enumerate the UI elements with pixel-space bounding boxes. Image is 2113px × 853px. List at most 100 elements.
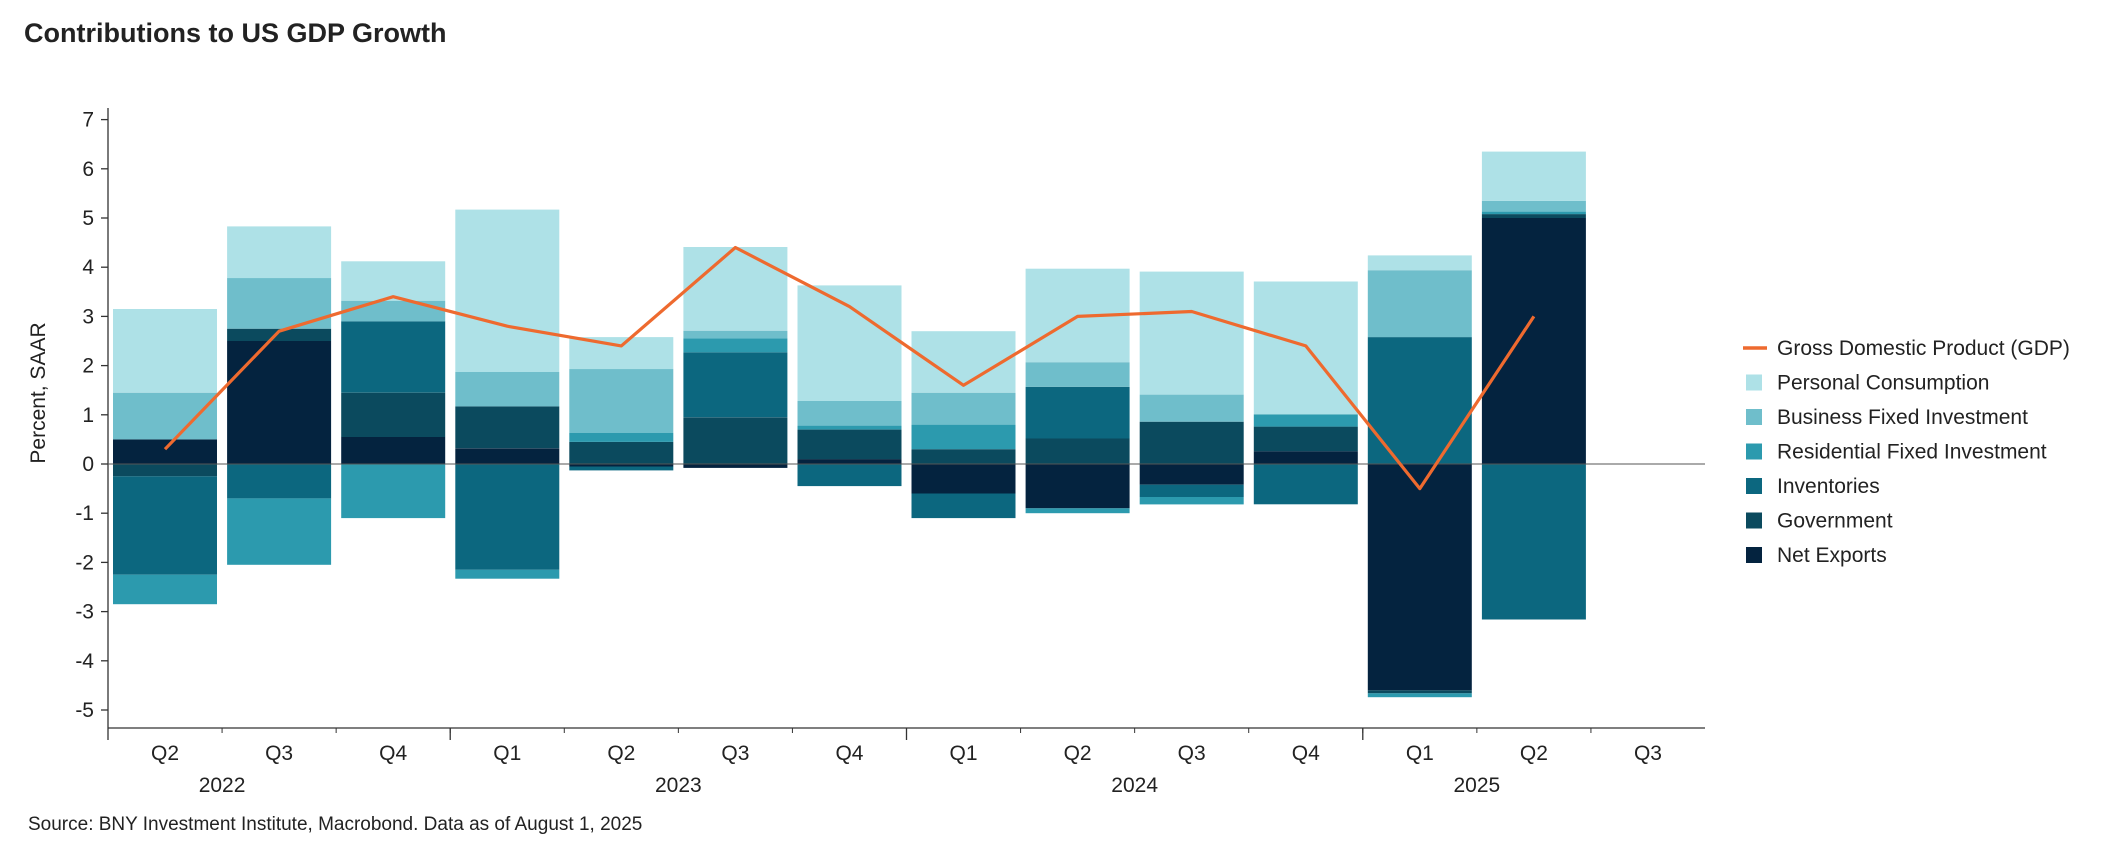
year-label: 2025 (1453, 774, 1500, 797)
bar-segment (683, 247, 788, 331)
legend-swatch (1746, 478, 1762, 494)
bar-segment (341, 464, 446, 519)
y-tick-label: 4 (82, 256, 94, 279)
legend-label: Business Fixed Investment (1777, 406, 2028, 429)
bar-segment (113, 574, 217, 605)
bar-segment (455, 406, 560, 449)
y-tick-label: 2 (82, 355, 94, 378)
bar-segment (113, 439, 217, 464)
bar-segment (455, 464, 560, 570)
bar-segment (911, 449, 1016, 464)
x-tick-label: Q3 (1178, 742, 1206, 765)
bar-segment (455, 209, 560, 372)
bar-segment (1367, 690, 1472, 694)
legend-label: Inventories (1777, 475, 1880, 498)
y-tick-label: 6 (82, 158, 94, 181)
bar-segment (455, 448, 560, 464)
y-tick-label: 3 (82, 305, 94, 328)
bar-segment (455, 569, 560, 579)
bar-segment (569, 369, 674, 433)
x-tick-label: Q3 (721, 742, 749, 765)
y-tick-label: -5 (75, 699, 94, 722)
bar-segment (1025, 464, 1130, 509)
x-tick-label: Q1 (950, 742, 978, 765)
axes-layer: -5 -4 -3 -2 -1 0 1 2 3 4 5 6 7 Percent, SAAR Q2 Q3 Q4 Q1 Q… (27, 108, 1705, 797)
y-tick-label: 5 (82, 207, 94, 230)
legend-swatch (1746, 443, 1762, 460)
bar-segment (569, 337, 674, 370)
year-label: 2022 (199, 774, 246, 797)
bar-segment (1139, 271, 1244, 395)
legend: Gross Domestic Product (GDP) Personal Con… (1743, 337, 2070, 567)
bar-segment (1367, 693, 1472, 698)
x-tick-label: Q2 (607, 742, 635, 765)
y-tick-label: -3 (75, 601, 94, 624)
bar-segment (1481, 464, 1586, 620)
source-note: Source: BNY Investment Institute, Macrob… (28, 814, 643, 835)
x-tick-label: Q2 (1064, 742, 1092, 765)
bar-segment (1025, 386, 1130, 439)
bar-segment (1253, 414, 1358, 427)
bar-segment (341, 321, 446, 393)
bar-segment (227, 328, 332, 341)
y-tick-label: -4 (75, 650, 94, 673)
y-tick-label: -2 (75, 551, 94, 574)
bar-segment (113, 309, 217, 393)
bar-segment (797, 425, 902, 430)
x-tick-label: Q1 (493, 742, 521, 765)
bar-segment (911, 464, 1016, 494)
y-tick-label: 0 (82, 453, 94, 476)
y-tick-label: 7 (82, 109, 94, 132)
bars-layer (113, 151, 1586, 698)
x-tick-label: Q2 (151, 742, 179, 765)
bar-segment (1481, 151, 1586, 201)
legend-label: Gross Domestic Product (GDP) (1777, 337, 2070, 360)
x-tick-label: Q4 (835, 742, 863, 765)
y-axis-label: Percent, SAAR (27, 322, 50, 463)
bar-segment (341, 436, 446, 464)
bar-segment (341, 261, 446, 301)
bar-segment (683, 464, 788, 468)
legend-swatch (1746, 409, 1762, 425)
legend-swatch (1746, 512, 1762, 529)
bar-segment (797, 401, 902, 426)
legend-swatch (1746, 547, 1762, 563)
legend-label: Government (1777, 510, 1893, 533)
bar-segment (227, 341, 332, 464)
bar-segment (1481, 218, 1586, 464)
bar-segment (569, 441, 674, 464)
bar-segment (911, 424, 1016, 450)
x-tick-label: Q1 (1406, 742, 1434, 765)
bar-segment (113, 464, 217, 477)
bar-segment (341, 392, 446, 437)
bar-segment (911, 392, 1016, 425)
bar-segment (797, 285, 902, 401)
bar-segment (797, 429, 902, 460)
legend-label: Residential Fixed Investment (1777, 441, 2047, 464)
bar-segment (911, 493, 1016, 519)
bar-segment (1481, 211, 1586, 215)
y-tick-label: -1 (75, 502, 94, 525)
bar-segment (113, 476, 217, 575)
bar-segment (1367, 255, 1472, 271)
bar-segment (683, 338, 788, 353)
legend-swatch (1746, 374, 1762, 391)
x-tick-label: Q4 (379, 742, 407, 765)
y-tick-label: 1 (82, 404, 94, 427)
bar-segment (1253, 426, 1358, 452)
bar-segment (1025, 438, 1130, 464)
bar-segment (1367, 270, 1472, 338)
x-tick-label: Q3 (265, 742, 293, 765)
gdp-line-layer (163, 245, 1536, 491)
bar-segment (683, 352, 788, 418)
bar-segment (1253, 464, 1358, 505)
legend-label: Personal Consumption (1777, 372, 1989, 395)
legend-label: Net Exports (1777, 544, 1887, 567)
bar-segment (1139, 421, 1244, 464)
bar-segment (227, 226, 332, 279)
bar-segment (1367, 464, 1472, 691)
bar-segment (569, 433, 674, 442)
bar-segment (227, 498, 332, 565)
year-label: 2024 (1111, 774, 1158, 797)
x-tick-label: Q4 (1292, 742, 1320, 765)
